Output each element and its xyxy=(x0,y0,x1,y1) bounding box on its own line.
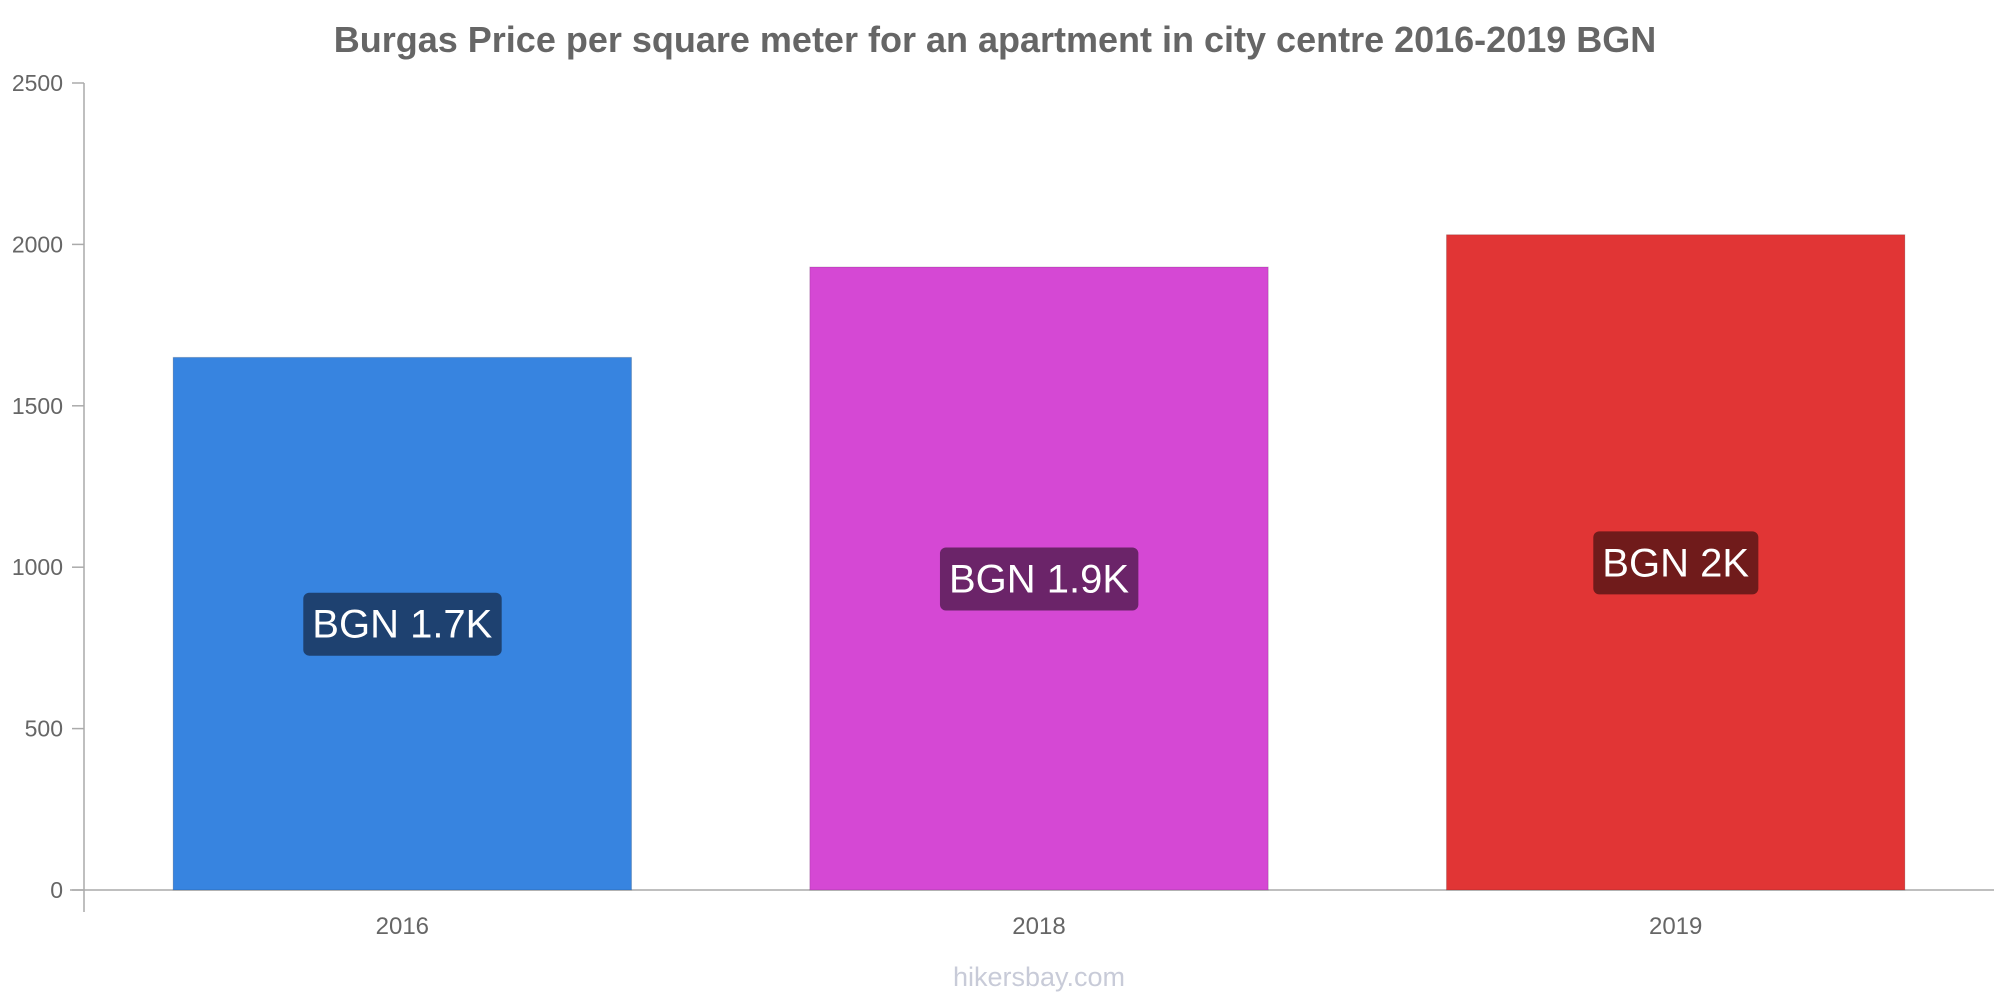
y-tick-label: 1500 xyxy=(12,393,63,419)
y-tick-label: 500 xyxy=(25,716,63,742)
y-tick-label: 0 xyxy=(50,877,63,903)
source-watermark: hikersbay.com xyxy=(953,962,1125,992)
data-label-text: BGN 1.9K xyxy=(949,557,1129,601)
data-label-2018: BGN 1.9K xyxy=(939,547,1139,611)
x-tick-label: 2016 xyxy=(376,913,429,940)
y-tick-label: 1000 xyxy=(12,554,63,580)
data-label-text: BGN 1.7K xyxy=(312,603,492,647)
chart-title: Burgas Price per square meter for an apa… xyxy=(334,19,1657,60)
y-axis-ticks: 0 500 1000 1500 2000 2500 xyxy=(12,70,84,903)
x-axis-labels: 2016 2018 2019 xyxy=(376,913,1703,940)
data-labels: BGN 1.7K BGN 1.9K BGN 2K xyxy=(303,531,1759,656)
data-label-bg xyxy=(1593,531,1759,595)
x-tick-label: 2018 xyxy=(1012,913,1065,940)
y-tick-label: 2500 xyxy=(12,70,63,96)
y-tick-label: 2000 xyxy=(12,231,63,257)
data-label-bg xyxy=(303,592,502,656)
data-label-bg xyxy=(939,547,1139,611)
data-label-2019: BGN 2K xyxy=(1593,531,1759,595)
x-tick-label: 2019 xyxy=(1649,913,1702,940)
data-label-2016: BGN 1.7K xyxy=(303,592,502,656)
data-label-text: BGN 2K xyxy=(1602,541,1749,585)
